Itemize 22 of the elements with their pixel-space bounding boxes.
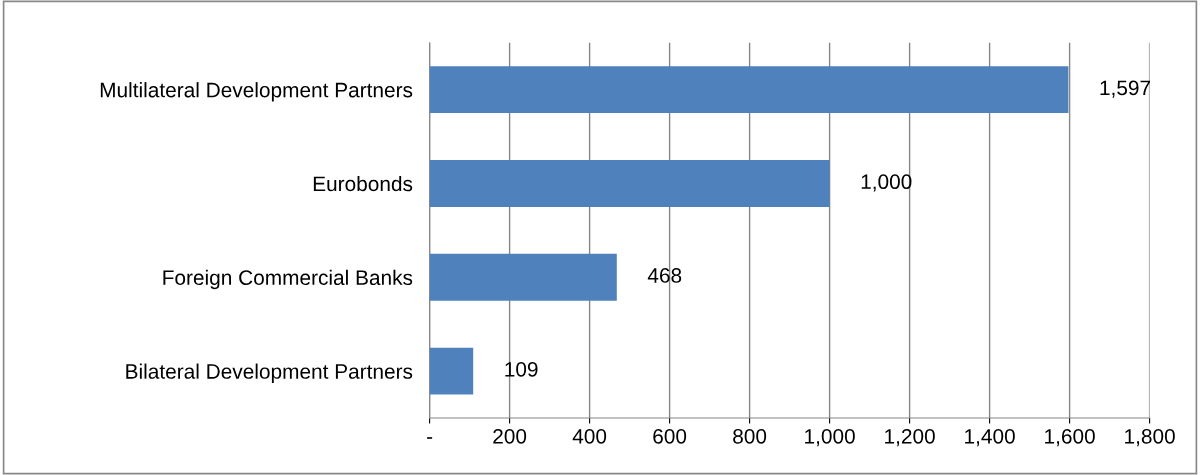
bar (429, 160, 830, 207)
bar (429, 66, 1069, 114)
x-tick-label: - (427, 437, 433, 439)
x-tick-label: 400 (572, 428, 607, 444)
x-tick-label: 600 (653, 428, 687, 444)
data-label: 468 (647, 268, 682, 283)
y-tick-label: Foreign Commercial Banks (163, 269, 413, 290)
bar (429, 347, 474, 395)
x-tick-label: 1,800 (1125, 428, 1175, 447)
x-tick-label: 1,000 (805, 428, 855, 447)
y-tick-label: Eurobonds (313, 175, 413, 192)
y-tick-label: Multilateral Development Partners (100, 82, 413, 102)
data-label: 109 (505, 361, 538, 377)
x-tick-label: 1,400 (965, 428, 1015, 447)
y-tick-label: Bilateral Development Partners (126, 363, 413, 383)
bar (429, 253, 617, 301)
x-tick-label: 200 (493, 428, 527, 444)
x-tick-label: 800 (733, 428, 767, 444)
x-tick-label: 1,600 (1045, 428, 1095, 447)
x-tick-label: 1,200 (885, 428, 935, 447)
data-label: 1,000 (861, 174, 912, 192)
data-label: 1,597 (1100, 80, 1151, 98)
